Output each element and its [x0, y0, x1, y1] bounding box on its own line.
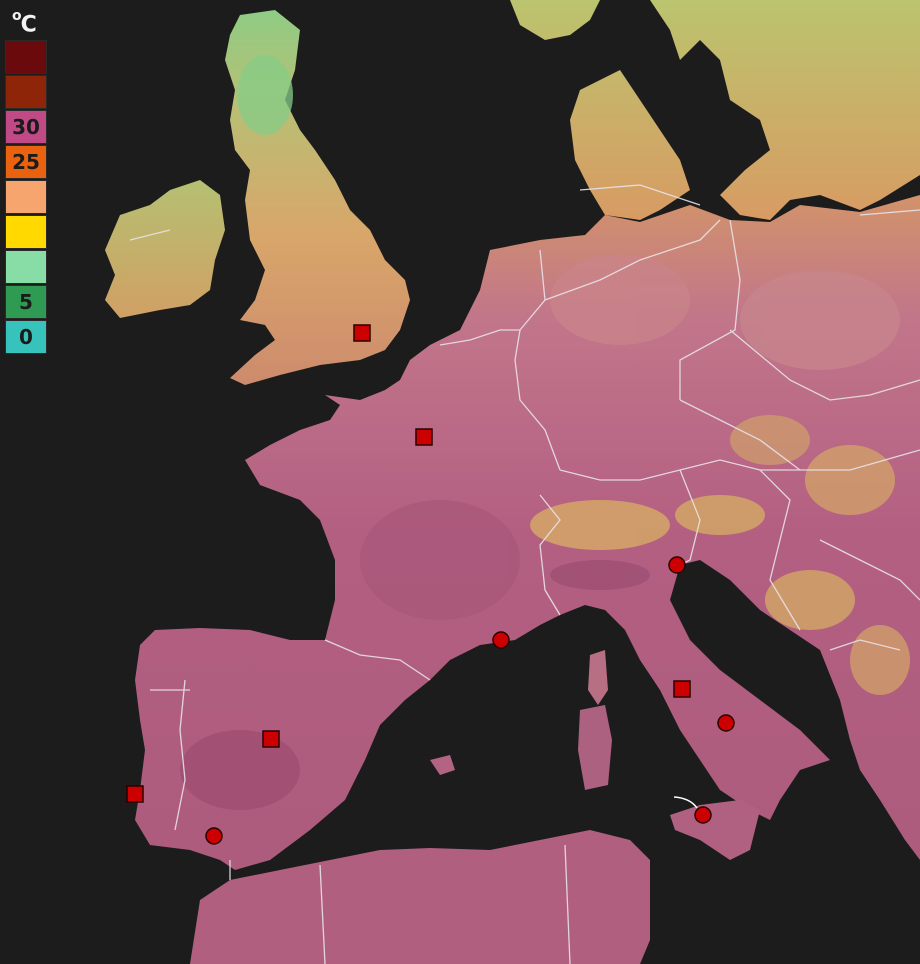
legend-bin-6	[5, 250, 47, 285]
land-corsica	[588, 650, 608, 705]
marker-paris[interactable]	[415, 428, 433, 446]
marker-marseille[interactable]	[492, 631, 510, 649]
legend-bin-4	[5, 180, 47, 215]
legend-bin-3: 25	[5, 145, 47, 180]
legend-bin-5	[5, 215, 47, 250]
land-balearic	[430, 755, 455, 775]
marker-rome[interactable]	[673, 680, 691, 698]
land-sardinia	[578, 705, 612, 790]
marker-seville[interactable]	[205, 827, 223, 845]
palermo-pointer	[673, 796, 698, 809]
city-markers	[126, 324, 735, 845]
legend-bin-7: 5	[5, 285, 47, 320]
legend-unit: oC	[12, 8, 37, 38]
marker-london[interactable]	[353, 324, 371, 342]
marker-naples[interactable]	[717, 714, 735, 732]
country-borders	[129, 184, 920, 964]
marker-palermo[interactable]	[694, 806, 712, 824]
legend-bin-1	[5, 75, 47, 110]
marker-madrid[interactable]	[262, 730, 280, 748]
marker-lisbon[interactable]	[126, 785, 144, 803]
legend-bin-8: 0	[5, 320, 47, 355]
land-scandinavia	[510, 0, 920, 220]
land-sicily	[670, 800, 760, 860]
land-continent	[135, 195, 920, 870]
cool-highlands	[237, 55, 910, 695]
legend-bin-2: 30	[5, 110, 47, 145]
hot-regions	[180, 500, 650, 810]
temperature-legend: oC 30 25 5 0	[5, 4, 49, 355]
land-north-africa	[190, 830, 650, 964]
land-ireland	[105, 180, 225, 318]
legend-bin-0	[5, 40, 47, 75]
marker-venice[interactable]	[668, 556, 686, 574]
